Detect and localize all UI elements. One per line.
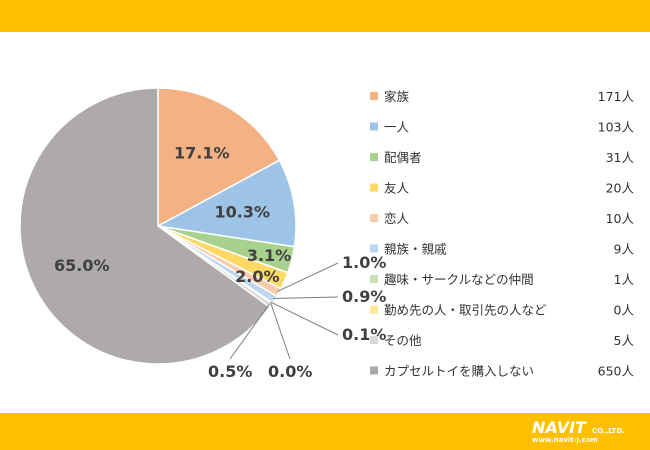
legend-swatch-3	[370, 183, 378, 192]
legend-item-6: 趣味・サークルなどの仲間 1人	[370, 272, 634, 287]
top-accent-bar	[0, 0, 650, 32]
pie-chart: 17.1% 10.3% 3.1% 2.0% 1.0% 0.9% 0.1% 0.0% 0.5% 65…	[19, 87, 634, 381]
data-label-7: 0.0%	[268, 362, 312, 381]
legend-label-3: 友人	[384, 181, 410, 196]
data-labels: 17.1% 10.3% 3.1% 2.0% 1.0% 0.9% 0.1% 0.0% 0.5% 65…	[54, 143, 386, 381]
legend-item-8: その他 5人	[370, 333, 634, 348]
legend-label-4: 恋人	[384, 211, 410, 226]
legend-count-8: 5人	[614, 333, 635, 348]
legend-item-3: 友人 20人	[370, 181, 634, 196]
legend-count-6: 1人	[614, 272, 635, 287]
legend-count-4: 10人	[606, 211, 635, 226]
legend-item-7: 勤め先の人・取引先の人など 0人	[370, 303, 634, 318]
legend-label-7: 勤め先の人・取引先の人など	[384, 303, 547, 318]
leader-line-5	[273, 296, 339, 300]
legend-swatch-7	[370, 305, 378, 314]
legend-swatch-6	[370, 275, 378, 283]
logo-suffix: CO.,LTD.	[592, 427, 625, 435]
data-label-0: 17.1%	[174, 143, 230, 162]
legend-label-1: 一人	[384, 120, 410, 135]
data-label-5: 0.9%	[342, 287, 386, 306]
legend-label-8: その他	[384, 333, 422, 348]
legend-swatch-8	[370, 336, 378, 344]
legend-label-9: カプセルトイを購入しない	[384, 364, 534, 379]
legend-label-6: 趣味・サークルなどの仲間	[384, 272, 534, 287]
legend-swatch-0	[370, 92, 378, 100]
data-label-2: 3.1%	[247, 246, 291, 265]
bottom-accent-bar	[0, 413, 650, 450]
leader-line-7	[270, 302, 291, 360]
legend-swatch-5	[370, 244, 378, 253]
pie-slice-0	[157, 87, 281, 228]
data-label-6: 0.1%	[342, 325, 386, 344]
legend-swatch-2	[370, 153, 378, 161]
legend-count-3: 20人	[606, 181, 635, 196]
legend-swatch-1	[370, 122, 378, 131]
legend-item-5: 親族・親戚 9人	[370, 242, 634, 257]
leader-line-4	[276, 262, 339, 292]
leader-lines	[229, 262, 339, 360]
legend-count-5: 9人	[614, 242, 635, 257]
data-label-3: 2.0%	[235, 267, 279, 286]
legend-item-4: 恋人 10人	[370, 211, 634, 226]
legend-count-9: 650人	[598, 364, 635, 379]
pie-slice-1	[155, 159, 297, 248]
legend-swatch-4	[370, 214, 378, 222]
legend-item-1: 一人 103人	[370, 120, 634, 135]
legend-item-0: 家族 171人	[370, 89, 634, 104]
pie-slice-9	[19, 87, 271, 365]
leader-line-8	[229, 303, 270, 360]
legend-label-2: 配偶者	[384, 150, 422, 165]
navit-logo: NAVIT CO.,LTD. www.navit-j.com	[532, 418, 625, 444]
logo-name: NAVIT	[532, 418, 587, 437]
logo-url: www.navit-j.com	[532, 436, 598, 444]
legend-item-9: カプセルトイを購入しない 650人	[370, 364, 634, 379]
legend-item-2: 配偶者 31人	[370, 150, 634, 165]
data-label-8: 0.5%	[208, 362, 252, 381]
legend-count-1: 103人	[598, 120, 635, 135]
data-label-9: 65.0%	[54, 256, 110, 275]
legend-swatch-9	[370, 366, 378, 375]
legend-count-7: 0人	[614, 303, 635, 318]
pie-slices	[19, 87, 297, 365]
legend-label-0: 家族	[384, 89, 410, 104]
legend-count-0: 171人	[598, 89, 635, 104]
legend-count-2: 31人	[606, 150, 635, 165]
data-label-4: 1.0%	[342, 253, 386, 272]
legend-label-5: 親族・親戚	[384, 242, 447, 257]
leader-line-6	[270, 301, 339, 336]
data-label-1: 10.3%	[215, 202, 271, 221]
